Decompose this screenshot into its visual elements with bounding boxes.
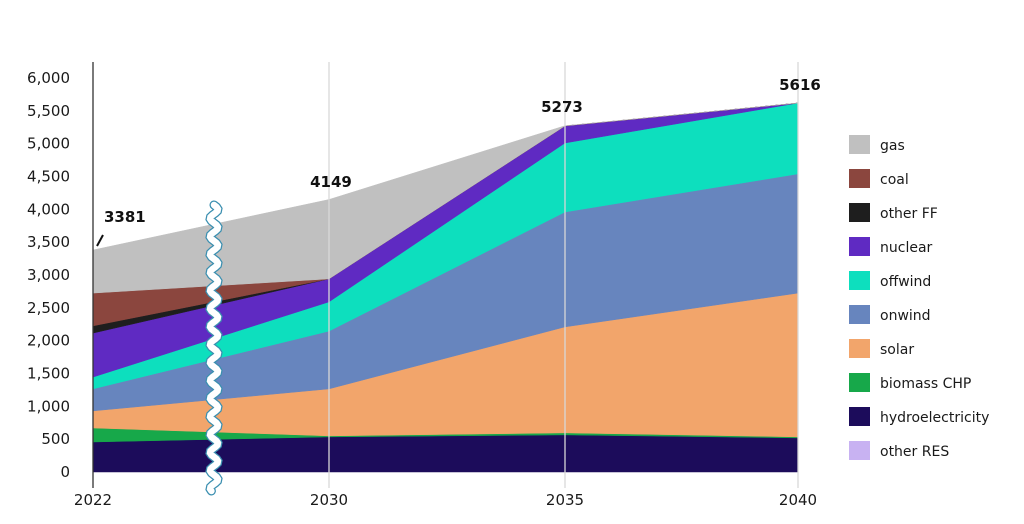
axis-break-gap <box>206 201 222 495</box>
legend-swatch <box>849 203 870 222</box>
legend-label: hydroelectricity <box>880 410 989 426</box>
y-tick-label: 2,500 <box>27 299 70 317</box>
axis-break-marker <box>205 200 223 496</box>
legend-label: other RES <box>880 444 949 460</box>
legend-label: nuclear <box>880 240 933 256</box>
legend-item: nuclear <box>849 237 933 256</box>
legend-swatch <box>849 407 870 426</box>
x-tick-label: 2030 <box>310 491 348 509</box>
y-tick-label: 5,000 <box>27 135 70 153</box>
y-tick-label: 6,000 <box>27 69 70 87</box>
y-tick-label: 1,500 <box>27 365 70 383</box>
legend-item: onwind <box>849 305 931 324</box>
legend-label: gas <box>880 138 905 154</box>
legend-item: other RES <box>849 441 949 460</box>
legend-swatch <box>849 305 870 324</box>
legend-swatch <box>849 237 870 256</box>
legend-item: other FF <box>849 203 938 222</box>
legend-item: biomass CHP <box>849 373 971 392</box>
y-tick-label: 3,000 <box>27 266 70 284</box>
y-tick-label: 4,000 <box>27 200 70 218</box>
total-label-2030: 4149 <box>310 173 352 191</box>
legend-label: coal <box>880 172 909 188</box>
legend-item: coal <box>849 169 909 188</box>
legend-item: offwind <box>849 271 931 290</box>
y-tick-label: 3,500 <box>27 233 70 251</box>
y-tick-label: 2,000 <box>27 332 70 350</box>
legend-swatch <box>849 271 870 290</box>
area-hydroelectricity <box>92 434 799 473</box>
legend-swatch <box>849 373 870 392</box>
x-tick-label: 2035 <box>546 491 584 509</box>
reference-lines <box>328 62 799 488</box>
legend-label: other FF <box>880 206 938 222</box>
legend-label: biomass CHP <box>880 376 971 392</box>
legend-item: hydroelectricity <box>849 407 989 426</box>
x-tick-label: 2022 <box>74 491 112 509</box>
legend-swatch <box>849 339 870 358</box>
y-tick-labels: 0 500 1,000 1,500 2,000 2,500 3,000 3,500 4,000 4… <box>27 69 70 481</box>
total-label-2040: 5616 <box>779 76 821 94</box>
x-tick-label: 2040 <box>779 491 817 509</box>
y-tick-label: 1,000 <box>27 397 70 415</box>
area-gas <box>92 102 799 294</box>
total-label-2022: 3381 <box>104 208 146 226</box>
y-tick-label: 0 <box>60 463 70 481</box>
y-tick-label: 500 <box>41 430 70 448</box>
y-tick-label: 4,500 <box>27 168 70 186</box>
total-label-2035: 5273 <box>541 98 583 116</box>
legend-item: solar <box>849 339 914 358</box>
total-label-pointer <box>96 234 104 247</box>
legend-label: onwind <box>880 308 931 324</box>
legend-item: gas <box>849 135 905 154</box>
legend-swatch <box>849 135 870 154</box>
x-tick-labels: 2022 2030 2035 2040 <box>74 491 817 509</box>
area-layer <box>92 102 799 473</box>
legend-swatch <box>849 169 870 188</box>
y-tick-label: 5,500 <box>27 102 70 120</box>
legend-label: offwind <box>880 274 931 290</box>
legend-label: solar <box>880 342 914 358</box>
legend: gas coal other FF nuclear offwind onwind solar… <box>849 135 989 460</box>
legend-swatch <box>849 441 870 460</box>
total-labels: 3381 4149 5273 5616 <box>96 76 821 247</box>
